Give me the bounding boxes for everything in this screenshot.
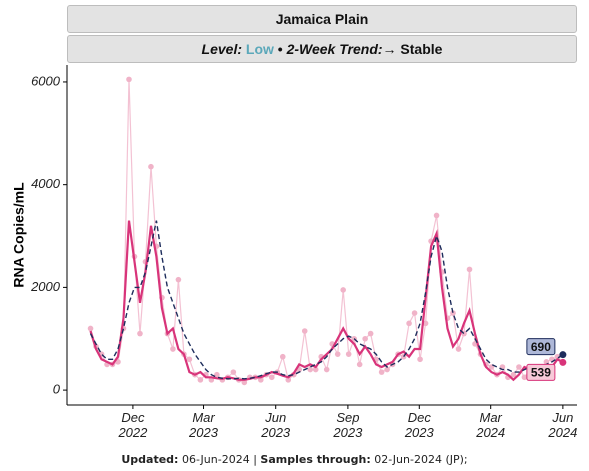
sample-point [241, 379, 248, 386]
sample-point [285, 377, 292, 383]
sample-point [126, 76, 132, 83]
sample-point [323, 366, 330, 373]
caption: Updated: 06-Jun-2024 | Samples through: … [0, 453, 589, 466]
sample-point [258, 377, 264, 383]
sample-point [466, 266, 473, 273]
sample-point [312, 366, 319, 373]
y-tick-label: 6000 [31, 73, 61, 88]
series-line [89, 79, 564, 384]
sample-point [417, 356, 423, 363]
caption-samples: 02-Jun-2024 (JP); [374, 453, 468, 466]
sample-point [422, 320, 429, 327]
caption-updated-label: Updated: [121, 453, 179, 466]
x-tick-label: Jun 2023 [261, 410, 291, 440]
sample-point [516, 364, 522, 370]
sample-point [214, 371, 220, 378]
sample-point [87, 325, 94, 332]
sample-point [175, 276, 182, 283]
series-line [89, 220, 564, 382]
x-tick-label: Dec 2022 [118, 410, 148, 440]
sample-point [170, 346, 176, 352]
end-point [559, 358, 567, 366]
separator: • [277, 41, 283, 57]
sample-point [345, 351, 352, 357]
sample-point [186, 356, 193, 363]
level: Low [245, 41, 274, 57]
title-strip: Jamaica Plain [67, 5, 577, 33]
sample-point [197, 377, 204, 383]
end-label: 539 [531, 366, 551, 380]
sample-point [307, 366, 314, 373]
sample-point [406, 320, 412, 327]
series-line [89, 220, 564, 380]
end-label-box [526, 363, 556, 381]
end-label-box [526, 338, 556, 356]
caption-samples-label: Samples through: [260, 453, 371, 466]
trend-label: 2-Week Trend: [286, 41, 383, 57]
sample-point [411, 310, 418, 316]
sample-point [367, 330, 374, 337]
sample-point [148, 163, 154, 170]
x-tick-label: Mar 2024 [476, 410, 506, 440]
status-strip: Level: Low • 2-Week Trend:→ Stable [67, 35, 577, 63]
sample-point [510, 371, 517, 378]
sample-point [279, 353, 286, 360]
y-axis-label: RNA Copies/mL [11, 182, 27, 288]
sample-point [268, 374, 275, 381]
end-point [559, 351, 567, 359]
level-label: Level: [201, 41, 242, 57]
sample-point [378, 369, 385, 375]
sample-point [433, 212, 440, 219]
sample-point [455, 346, 462, 352]
x-tick-label: Jun 2024 [548, 410, 578, 440]
sample-point [356, 361, 363, 368]
sample-point [340, 287, 346, 293]
x-tick-label: Dec 2023 [404, 410, 434, 440]
sample-point [384, 366, 390, 373]
chart-title: Jamaica Plain [275, 11, 369, 27]
caption-divider: | [253, 453, 257, 466]
sample-point [450, 310, 456, 316]
sample-point [301, 328, 308, 334]
caption-updated: 06-Jun-2024 [181, 453, 250, 466]
sample-point [334, 351, 341, 357]
sample-point [521, 374, 528, 381]
y-tick-label: 4000 [31, 176, 61, 191]
trend: → Stable [382, 41, 443, 57]
sample-point [230, 369, 237, 375]
y-tick-label: 2000 [30, 279, 61, 294]
y-tick-label: 0 [53, 382, 61, 397]
end-label: 690 [531, 340, 551, 354]
x-tick-label: Sep 2023 [333, 410, 363, 440]
sample-point [362, 335, 368, 342]
sample-point [137, 330, 143, 337]
x-tick-label: Mar 2023 [189, 410, 218, 440]
